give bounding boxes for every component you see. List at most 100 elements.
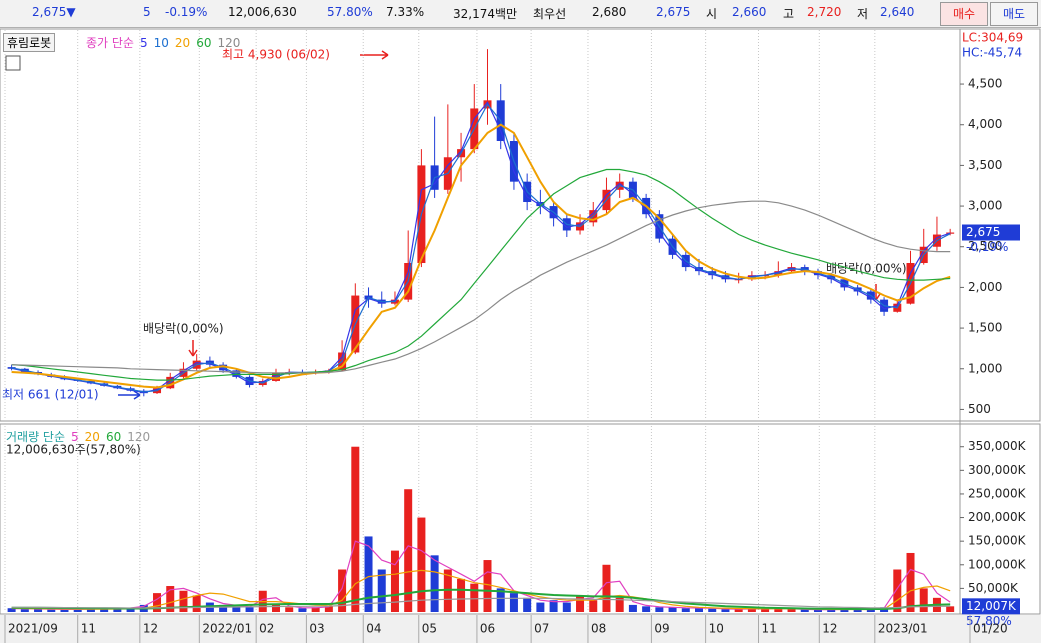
volume-bar — [271, 604, 280, 612]
turnover: 7.33% — [386, 5, 425, 19]
y-tick-label: 50,000K — [968, 581, 1019, 595]
volume-bar — [695, 607, 704, 612]
ma-line — [11, 168, 951, 381]
date-axis — [0, 615, 1041, 643]
x-tick-label: 03 — [309, 622, 324, 636]
legend-prefix: 종가 단순 — [86, 36, 134, 50]
volume-bar — [47, 609, 56, 612]
legend-entry: 20 — [84, 430, 100, 444]
price-panel — [0, 28, 1041, 422]
x-tick-label: 10 — [709, 622, 724, 636]
x-tick-label: 2021/09 — [8, 622, 58, 636]
volume-bar — [496, 588, 505, 612]
annotation: 배당락(0,00%) — [826, 262, 907, 276]
volume-bar — [813, 609, 822, 612]
open: 2,660 — [732, 5, 767, 19]
volume-bar — [681, 608, 690, 612]
stock-name[interactable]: 휴림로봇 — [3, 33, 56, 52]
label: 고 — [783, 7, 795, 21]
volume-bar — [285, 607, 294, 612]
volume-bar — [668, 607, 677, 612]
ma-line — [11, 597, 951, 609]
ma-line — [11, 101, 951, 394]
legend-entry: 120 — [217, 36, 241, 50]
volume-bar — [589, 600, 598, 612]
volume-bar — [747, 608, 756, 612]
volume-bar — [364, 536, 373, 612]
x-tick-label: 04 — [366, 622, 381, 636]
legend-prefix: 거래량 단순 — [6, 430, 66, 444]
ma-line — [11, 123, 951, 389]
volume-bar — [7, 608, 16, 612]
legend: 종가 단순 5 10 20 60 120 — [86, 34, 240, 51]
x-tick-label: 12 — [143, 622, 158, 636]
ma-line — [11, 540, 951, 611]
indicator: LC:304,69 — [962, 31, 1023, 45]
volume-bar — [602, 564, 611, 612]
volume-bar — [324, 606, 333, 612]
x-tick-label: 06 — [480, 622, 495, 636]
volume-bar — [549, 600, 558, 612]
volume-bar — [219, 604, 228, 612]
volume-bar — [34, 608, 43, 612]
last-value-label: 2,675 — [966, 225, 1000, 239]
y-tick-label: 3,500 — [968, 158, 1002, 172]
y-tick-label: 500 — [968, 402, 991, 416]
sell-button[interactable]: 매도 — [990, 2, 1038, 26]
y-tick-label: 1,000 — [968, 361, 1002, 375]
volume-bar — [457, 578, 466, 612]
quote-bar — [0, 0, 1041, 28]
amount: 32,174백만 — [453, 7, 518, 21]
volume-bar — [893, 569, 902, 612]
volume-bar — [708, 608, 717, 612]
volume-bar — [166, 586, 175, 612]
volume-bar — [404, 489, 413, 612]
indicator: HC:-45,74 — [962, 46, 1022, 60]
arrow — [360, 50, 389, 60]
volume-bar — [179, 590, 188, 612]
x-tick-label: 08 — [591, 622, 606, 636]
plot — [7, 49, 955, 397]
change-rate: -0.19% — [165, 5, 208, 19]
volume-bar — [906, 552, 915, 612]
legend-entry: 60 — [196, 36, 212, 50]
volume-bar — [800, 609, 809, 612]
volume-panel — [0, 423, 1041, 615]
volume-bar — [628, 604, 637, 612]
buy-button[interactable]: 매수 — [940, 2, 988, 26]
last-value-box — [962, 598, 1020, 615]
x-tick-label: 11 — [761, 622, 776, 636]
volume-bar — [536, 602, 545, 612]
last-change-label: -0,19% — [966, 240, 1008, 254]
y-tick-label: 2,000 — [968, 280, 1002, 294]
volume-bar — [774, 608, 783, 612]
y-tick-label: 300,000K — [968, 463, 1027, 477]
volume-bar — [377, 569, 386, 612]
y-tick-label: 3,000 — [968, 199, 1002, 213]
y-tick-label: 1,500 — [968, 321, 1002, 335]
volume-bar — [86, 608, 95, 612]
volume-bar — [20, 609, 29, 612]
volume-bar — [126, 607, 135, 612]
volume-bar — [523, 597, 532, 612]
volume-bar — [390, 550, 399, 612]
volume-bar — [351, 446, 360, 612]
volume-bar — [470, 583, 479, 612]
volume-bar — [761, 609, 770, 612]
arrow — [118, 390, 141, 400]
x-tick-label: 07 — [534, 622, 549, 636]
volume-bar — [298, 608, 307, 612]
x-tick-label: 02 — [259, 622, 274, 636]
x-tick-label: 2023/01 — [878, 622, 928, 636]
y-tick-label: 350,000K — [968, 439, 1027, 453]
y-tick-label: 4,000 — [968, 117, 1002, 131]
y-tick-label: 2,500 — [968, 239, 1002, 253]
volume-bar — [787, 609, 796, 612]
volume-bar — [192, 595, 201, 612]
volume-bar — [946, 606, 955, 612]
y-tick-label: 150,000K — [968, 534, 1027, 548]
volume-bar — [153, 593, 162, 612]
volume-bar — [245, 607, 254, 612]
